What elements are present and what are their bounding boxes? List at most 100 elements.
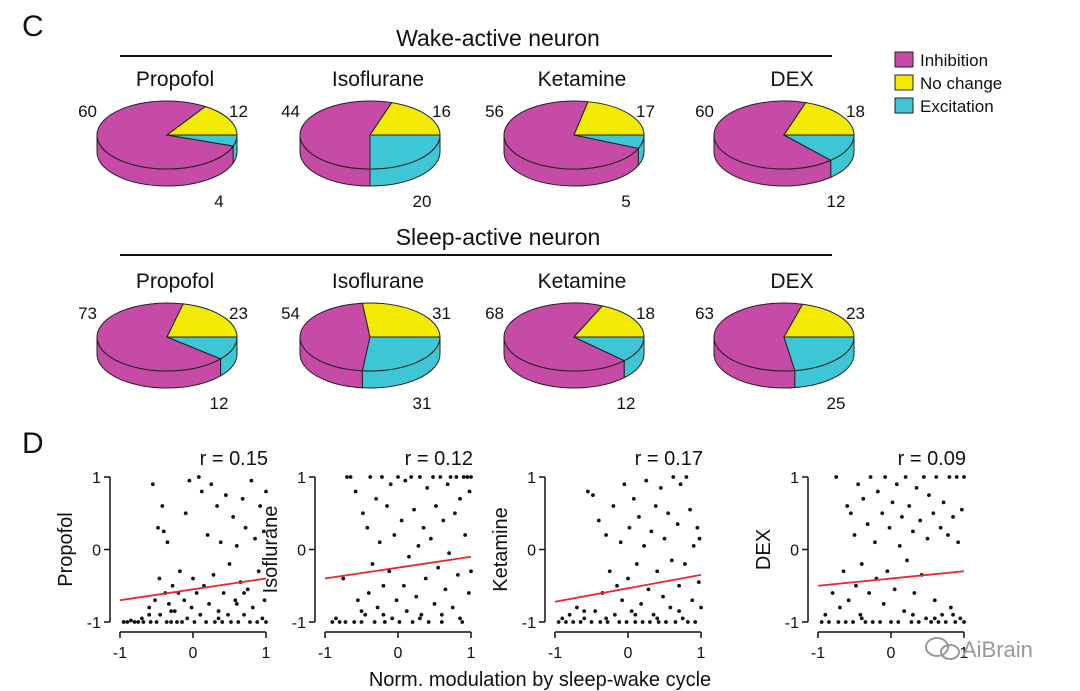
data-point	[617, 620, 622, 624]
data-point	[680, 616, 685, 621]
data-point	[631, 496, 636, 501]
data-point	[567, 612, 572, 617]
data-point	[560, 616, 565, 621]
data-point	[611, 504, 616, 508]
data-point	[946, 533, 950, 537]
data-point	[187, 478, 192, 483]
data-point	[240, 496, 245, 501]
regression-line	[324, 555, 472, 580]
data-point	[375, 605, 380, 610]
data-point	[896, 620, 901, 624]
data-point	[582, 616, 587, 621]
data-point	[147, 605, 152, 610]
pie-slice-excitation	[573, 336, 645, 362]
data-point	[227, 562, 232, 566]
data-point	[658, 485, 663, 490]
data-point	[425, 485, 430, 490]
data-point	[253, 536, 257, 541]
data-point	[878, 620, 882, 624]
data-point	[856, 482, 861, 487]
panel-d-letter: D	[22, 427, 44, 460]
data-point	[854, 583, 858, 588]
data-point	[848, 511, 853, 516]
data-point	[132, 620, 137, 624]
data-point	[953, 620, 958, 624]
data-point	[418, 616, 422, 621]
data-point	[938, 525, 943, 530]
data-point	[604, 533, 608, 537]
data-point	[454, 475, 459, 479]
data-point	[158, 612, 163, 617]
data-point	[954, 475, 959, 479]
data-point	[912, 591, 917, 595]
x-tick-label: 0	[189, 645, 198, 662]
correlation-label: r = 0.17	[635, 448, 703, 470]
data-point	[604, 616, 608, 621]
data-point	[861, 496, 866, 501]
data-point	[182, 598, 187, 603]
y-tick-label: -1	[87, 615, 101, 632]
data-point	[655, 569, 660, 574]
data-point	[177, 569, 182, 574]
value-label-inhibition: 68	[485, 304, 504, 323]
pie-slice-no-change	[165, 105, 238, 136]
pie-slice-no-change	[572, 305, 645, 338]
data-point	[661, 594, 665, 599]
regression-line	[817, 570, 965, 587]
data-point	[691, 543, 696, 548]
regression-line	[119, 577, 267, 602]
data-point	[463, 533, 468, 537]
data-point	[434, 504, 438, 508]
value-label-excitation: 20	[413, 192, 432, 211]
data-point	[204, 620, 209, 624]
data-point	[365, 525, 370, 530]
value-label-no-change: 23	[229, 304, 248, 323]
pie-slice-no-change	[783, 102, 855, 136]
y-tick-label: -1	[785, 615, 799, 632]
data-point	[441, 518, 446, 523]
data-point	[175, 620, 179, 624]
data-point	[192, 620, 197, 624]
y-axis-label: Ketamine	[490, 507, 512, 592]
data-point	[439, 612, 444, 617]
y-tick-label: 1	[297, 470, 306, 487]
data-point	[880, 511, 885, 516]
pie-title: DEX	[770, 68, 813, 91]
data-point	[242, 612, 247, 617]
data-point	[932, 616, 937, 621]
data-point	[620, 598, 625, 603]
data-point	[656, 620, 661, 624]
data-point	[889, 620, 893, 624]
pie-slice-excitation	[361, 336, 441, 372]
data-point	[626, 576, 630, 581]
data-point	[421, 525, 426, 530]
data-point	[900, 514, 904, 519]
data-point	[897, 543, 902, 548]
data-point	[873, 540, 877, 545]
data-point	[962, 620, 966, 624]
value-label-no-change: 23	[846, 304, 865, 323]
data-point	[141, 620, 146, 624]
data-point	[216, 616, 221, 621]
data-point	[697, 536, 702, 541]
data-point	[924, 616, 928, 621]
data-point	[932, 598, 937, 603]
data-point	[921, 475, 926, 479]
data-point	[633, 620, 638, 624]
group-title: Wake-active neuron	[396, 25, 600, 51]
data-point	[345, 475, 349, 479]
pie-slice-inhibition	[503, 302, 626, 372]
data-point	[432, 601, 437, 606]
regression-line	[554, 573, 702, 603]
x-tick-label: -1	[548, 645, 562, 662]
data-point	[348, 475, 353, 479]
data-point	[380, 475, 384, 479]
pie-slice-excitation	[166, 134, 238, 147]
panel-c-pie-charts: Wake-active neuron Propofol 60 12 4 Isofluran…	[78, 25, 865, 413]
pie-slice-excitation	[166, 336, 238, 360]
data-point	[352, 620, 357, 624]
data-point	[436, 565, 441, 570]
x-tick-label: 1	[262, 645, 271, 662]
data-point	[213, 620, 217, 624]
value-label-excitation: 25	[827, 394, 846, 413]
